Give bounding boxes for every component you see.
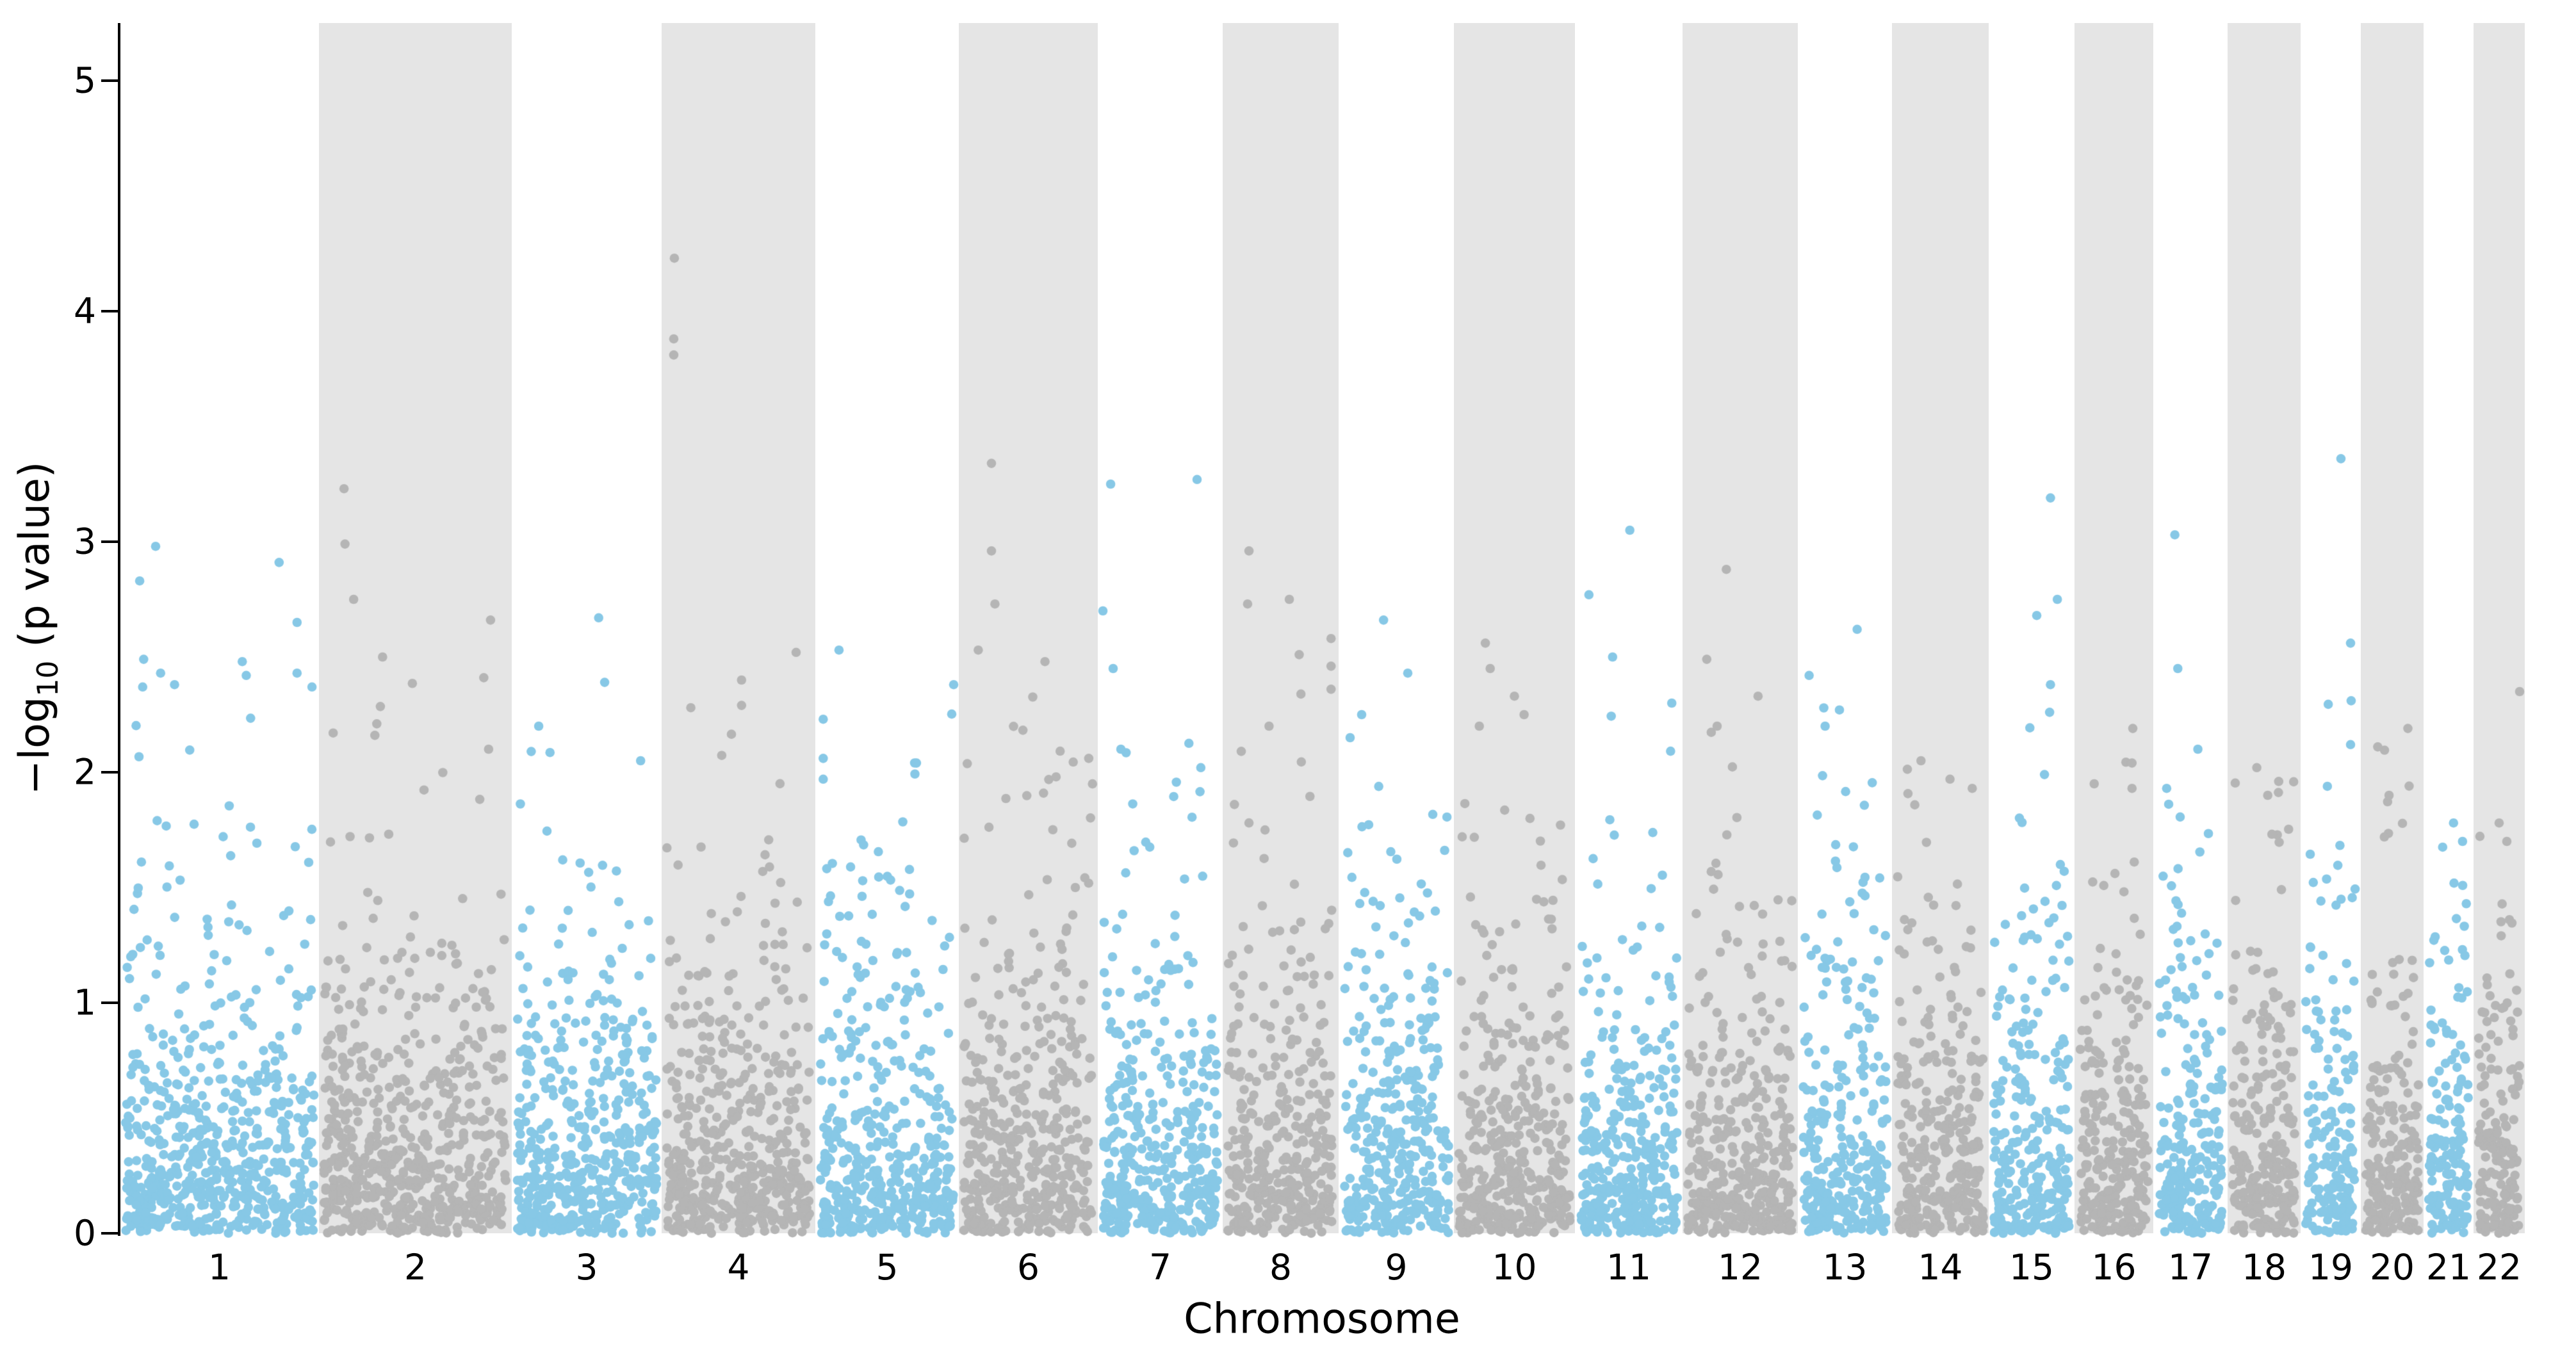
x-tick-label-chr9: 9 [1385,1247,1408,1288]
x-tick-label-chr2: 2 [404,1247,427,1288]
y-axis-title-main: −log [10,696,59,795]
x-tick-label-chr8: 8 [1269,1247,1292,1288]
y-tick-mark-3 [101,540,118,543]
x-axis-title: Chromosome [1184,1295,1460,1343]
y-axis-title: −log10 (p value) [10,461,65,795]
x-tick-label-chr17: 17 [2168,1247,2213,1288]
x-tick-label-chr14: 14 [1918,1247,1963,1288]
y-tick-label-1: 1 [74,982,96,1023]
y-axis-title-rest: (p value) [10,461,59,661]
x-tick-label-chr16: 16 [2091,1247,2137,1288]
x-tick-label-chr18: 18 [2242,1247,2287,1288]
y-tick-label-2: 2 [74,751,96,793]
x-tick-label-chr12: 12 [1718,1247,1763,1288]
x-tick-label-chr20: 20 [2370,1247,2415,1288]
y-tick-label-5: 5 [74,60,96,101]
x-tick-label-chr6: 6 [1017,1247,1039,1288]
x-tick-label-chr11: 11 [1606,1247,1651,1288]
x-tick-label-chr1: 1 [208,1247,231,1288]
x-tick-label-chr22: 22 [2477,1247,2522,1288]
x-tick-label-chr10: 10 [1492,1247,1537,1288]
x-tick-label-chr5: 5 [876,1247,899,1288]
x-tick-label-chr4: 4 [727,1247,750,1288]
y-axis-title-subscript: 10 [31,660,65,697]
y-tick-mark-1 [101,1001,118,1004]
y-tick-mark-2 [101,771,118,774]
x-tick-label-chr7: 7 [1149,1247,1171,1288]
y-axis-spine [118,23,120,1236]
y-tick-label-3: 3 [74,521,96,562]
x-tick-label-chr21: 21 [2426,1247,2471,1288]
x-tick-label-chr15: 15 [2009,1247,2054,1288]
y-tick-label-4: 4 [74,290,96,332]
y-tick-mark-5 [101,79,118,82]
x-tick-label-chr19: 19 [2308,1247,2353,1288]
y-tick-mark-4 [101,310,118,312]
x-tick-label-chr13: 13 [1822,1247,1868,1288]
y-tick-label-0: 0 [74,1212,96,1254]
y-tick-mark-0 [101,1232,118,1235]
x-tick-label-chr3: 3 [575,1247,598,1288]
